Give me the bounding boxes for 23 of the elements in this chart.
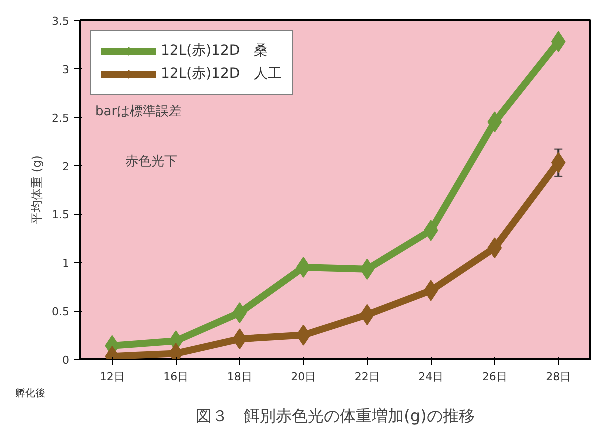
y-tick-label: 3.5 xyxy=(52,15,70,28)
y-tick-label: 2 xyxy=(62,160,70,174)
y-tick-label: 3 xyxy=(62,63,70,76)
x-tick-label: 18日 xyxy=(227,370,252,384)
x-tick-label: 26日 xyxy=(482,370,508,384)
x-tick-label: 12日 xyxy=(100,370,125,384)
text: 図３ 餌別赤色光の体重増加(g)の推移 xyxy=(196,406,475,426)
y-tick-label: 0 xyxy=(62,354,70,367)
y-tick-label: 1.5 xyxy=(52,208,70,222)
legend-label: 12L(赤)12D 人工 xyxy=(161,65,282,83)
x-axis-title: 孵化後 xyxy=(16,388,46,400)
x-tick-label: 20日 xyxy=(291,370,316,384)
y-tick-label: 0.5 xyxy=(52,306,70,319)
x-tick-label: 22日 xyxy=(354,370,380,384)
y-axis-title: 平均体重 (g) xyxy=(30,156,44,224)
x-tick-label: 28日 xyxy=(546,370,572,384)
annotation: 赤色光下 xyxy=(126,154,178,170)
y-tick-label: 1 xyxy=(62,257,70,270)
x-tick-label: 16日 xyxy=(164,370,189,384)
x-tick-label: 24日 xyxy=(418,370,444,384)
y-tick-label: 2.5 xyxy=(52,112,70,125)
legend-label: 12L(赤)12D 桑 xyxy=(161,42,268,60)
annotation: barは標準誤差 xyxy=(96,104,182,120)
